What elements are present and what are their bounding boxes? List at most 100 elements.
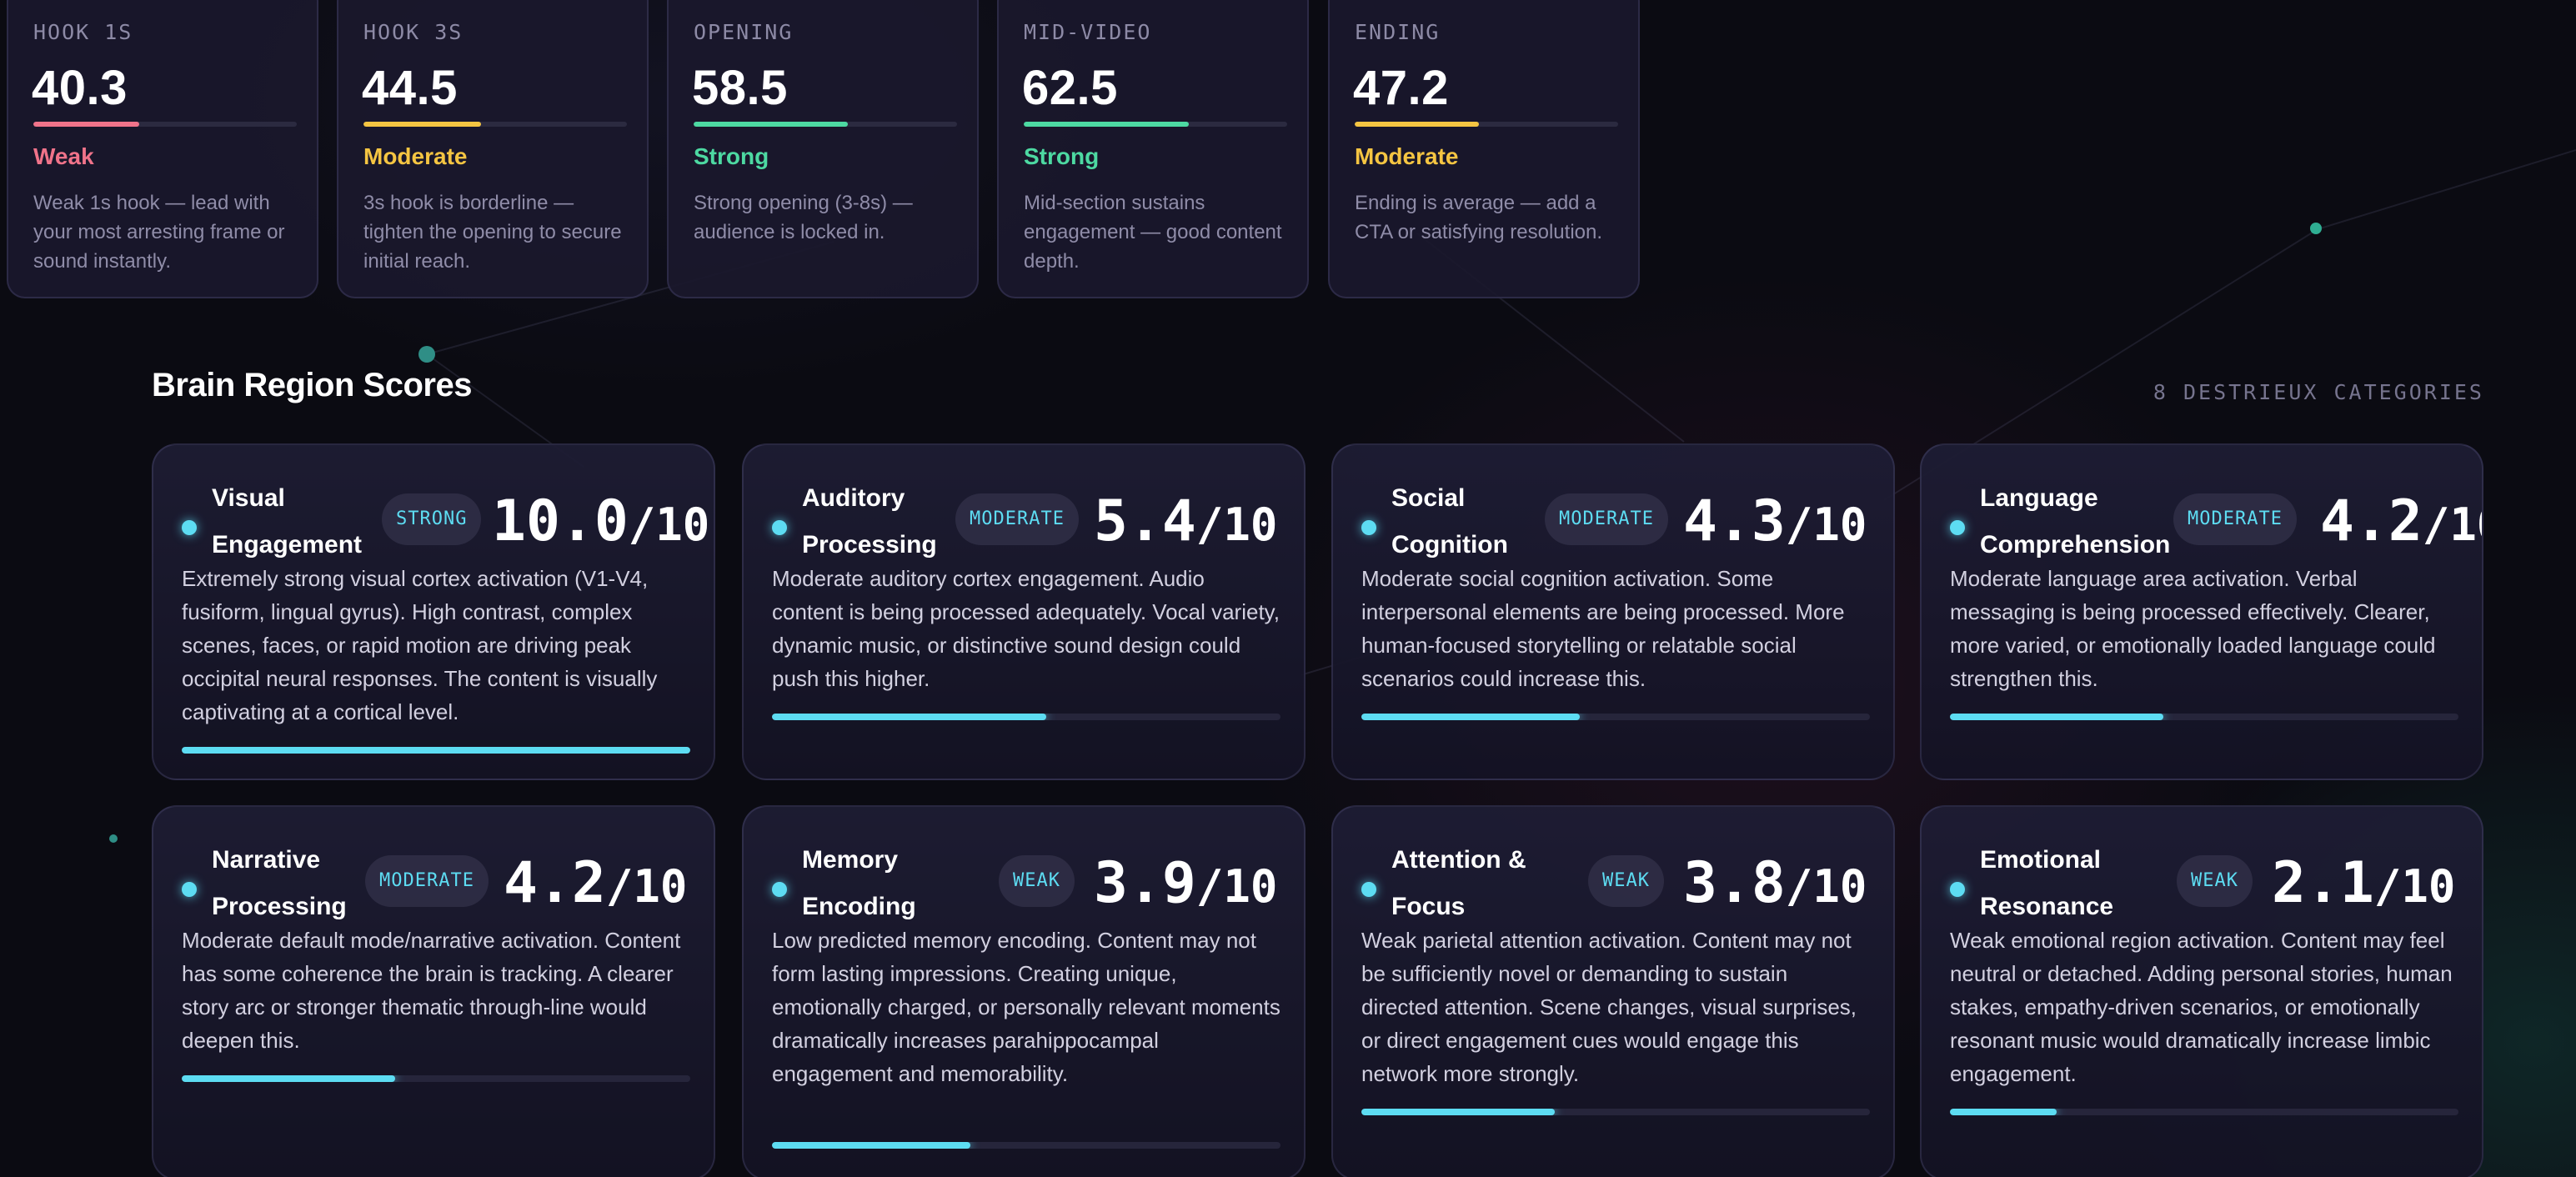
region-description: Extremely strong visual cortex activatio… (182, 566, 658, 724)
region-card-emotional-resonance[interactable]: Emotional Resonance WEAK 2.1/10 Weak emotio… (1920, 805, 2483, 1177)
region-title: Visual Engagement (212, 484, 363, 558)
region-description: Moderate auditory cortex engagement. Aud… (772, 566, 1280, 691)
timeline-progress-track (363, 122, 627, 127)
score-max: /10 (605, 860, 688, 913)
status-dot-icon (182, 520, 197, 535)
region-progress-fill (182, 1075, 396, 1082)
timeline-card-hook-1s: HOOK 1S 40.3 Weak Weak 1s hook — lead with … (7, 0, 318, 298)
timeline-value: 62.5 (1022, 61, 1118, 115)
region-card-narrative-processing[interactable]: Narrative Processing MODERATE 4.2/10 Modera… (152, 805, 715, 1177)
region-card-auditory-processing[interactable]: Auditory Processing MODERATE 5.4/10 Moderat… (742, 443, 1306, 780)
timeline-card-ending: ENDING 47.2 Moderate Ending is average — ad… (1328, 0, 1640, 298)
region-title: Language Comprehension (1980, 484, 2171, 558)
region-description: Moderate language area activation. Verba… (1950, 566, 2436, 691)
region-description: Moderate default mode/narrative activati… (182, 928, 681, 1053)
timeline-rating: Strong (1024, 143, 1100, 169)
region-description: Weak emotional region activation. Conten… (1950, 928, 2453, 1086)
timeline-progress-track (1024, 122, 1287, 127)
region-title: Memory Encoding (802, 846, 916, 920)
region-progress-track (1361, 714, 1870, 720)
score-max: /10 (1195, 860, 1278, 913)
timeline-progress-fill (694, 122, 848, 127)
timeline-value: 58.5 (692, 61, 788, 115)
region-progress-track (1361, 1109, 1870, 1115)
region-progress-fill (772, 1142, 970, 1149)
network-node (418, 346, 435, 363)
region-progress-track (1950, 1109, 2458, 1115)
timeline-progress-track (33, 122, 297, 127)
region-card-visual-engagement[interactable]: Visual Engagement STRONG 10.0/10 Extremely … (152, 443, 715, 780)
timeline-description: 3s hook is borderline — tighten the open… (363, 192, 622, 273)
timeline-description: Weak 1s hook — lead with your most arres… (33, 192, 285, 273)
score-value: 4.2 (504, 850, 606, 916)
region-progress-track (772, 714, 1280, 720)
timeline-rating: Moderate (1355, 143, 1459, 169)
timeline-description: Strong opening (3-8s) — audience is lock… (694, 192, 913, 243)
timeline-rating: Weak (33, 143, 94, 169)
region-title: Emotional Resonance (1980, 846, 2114, 920)
score-max: /10 (1195, 498, 1278, 551)
timeline-label: ENDING (1355, 20, 1441, 44)
score-value: 10.0 (492, 488, 629, 554)
timeline-value: 44.5 (362, 61, 458, 115)
timeline-description: Ending is average — add a CTA or satisfy… (1355, 192, 1603, 243)
score-max: /10 (1785, 860, 1867, 913)
region-card-social-cognition[interactable]: Social Cognition MODERATE 4.3/10 Moderate s… (1331, 443, 1895, 780)
timeline-label: MID-VIDEO (1024, 20, 1152, 44)
score-value: 4.2 (2320, 488, 2423, 554)
timeline-label: HOOK 3S (363, 20, 464, 44)
region-progress-fill (772, 714, 1047, 720)
region-score: 4.2/10 (2320, 488, 2482, 554)
timeline-card-mid-video: MID-VIDEO 62.5 Strong Mid-section sustains … (997, 0, 1309, 298)
region-progress-track (182, 1075, 690, 1082)
status-dot-icon (1361, 520, 1376, 535)
timeline-description: Mid-section sustains engagement — good c… (1024, 192, 1282, 273)
region-progress-track (1950, 714, 2458, 720)
timeline-progress-track (1355, 122, 1618, 127)
region-title: Auditory Processing (802, 484, 937, 558)
rating-badge: STRONG (382, 493, 482, 545)
timeline-progress-fill (1024, 122, 1189, 127)
timeline-card-opening: OPENING 58.5 Strong Strong opening (3-8s) —… (667, 0, 979, 298)
region-progress-fill (182, 747, 690, 754)
timeline-progress-fill (33, 122, 140, 127)
score-value: 5.4 (1094, 488, 1196, 554)
region-score: 3.9/10 (1094, 850, 1277, 916)
score-value: 3.8 (1683, 850, 1786, 916)
score-value: 2.1 (2272, 850, 2374, 916)
rating-badge: MODERATE (955, 493, 1079, 545)
timeline-progress-track (694, 122, 957, 127)
rating-badge: MODERATE (2173, 493, 2297, 545)
timeline-progress-fill (363, 122, 481, 127)
region-card-memory-encoding[interactable]: Memory Encoding WEAK 3.9/10 Low predicted m… (742, 805, 1306, 1177)
region-score: 5.4/10 (1094, 488, 1277, 554)
score-max: /10 (628, 498, 710, 551)
region-progress-fill (1361, 1109, 1555, 1115)
network-node (109, 834, 118, 843)
region-progress-track (182, 747, 690, 754)
status-dot-icon (1950, 520, 1965, 535)
timeline-label: HOOK 1S (33, 20, 133, 44)
region-score: 3.8/10 (1683, 850, 1867, 916)
timeline-label: OPENING (694, 20, 794, 44)
network-line (2317, 149, 2576, 230)
timeline-card-hook-3s: HOOK 3S 44.5 Moderate 3s hook is borderline… (337, 0, 649, 298)
score-max: /10 (2373, 860, 2456, 913)
region-progress-track (772, 1142, 1280, 1149)
region-description: Low predicted memory encoding. Content m… (772, 928, 1280, 1086)
timeline-progress-fill (1355, 122, 1480, 127)
region-description: Moderate social cognition activation. So… (1361, 566, 1845, 691)
score-max: /10 (2422, 498, 2482, 551)
score-max: /10 (1785, 498, 1867, 551)
region-card-attention-and-focus[interactable]: Attention & Focus WEAK 3.8/10 Weak parietal… (1331, 805, 1895, 1177)
region-title: Attention & Focus (1391, 846, 1526, 920)
region-progress-fill (1950, 714, 2164, 720)
rating-badge: WEAK (999, 855, 1075, 907)
rating-badge: MODERATE (365, 855, 489, 907)
rating-badge: MODERATE (1545, 493, 1668, 545)
region-title: Social Cognition (1391, 484, 1508, 558)
region-score: 2.1/10 (2272, 850, 2455, 916)
region-description: Weak parietal attention activation. Cont… (1361, 928, 1857, 1086)
